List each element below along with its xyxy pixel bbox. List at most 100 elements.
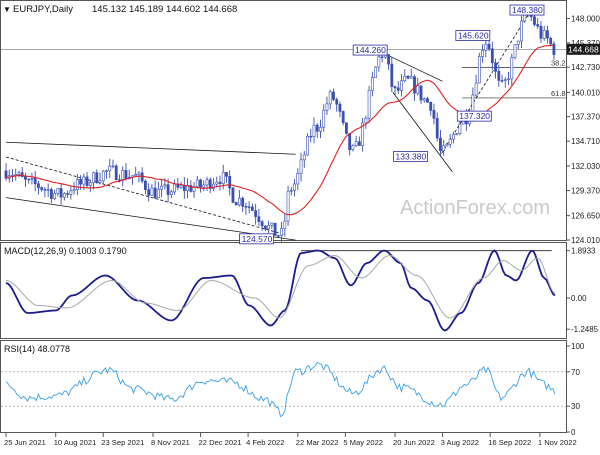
candle-body <box>500 80 504 82</box>
macd-title: MACD(12,26,9) 0.1003 0.1790 <box>4 246 127 256</box>
candle-body <box>364 117 368 124</box>
macd-tick-label: 0.00 <box>571 294 587 303</box>
candle-body <box>442 145 446 151</box>
candle-body <box>225 171 228 177</box>
fib-level-label: 61.8 <box>551 89 566 98</box>
candle-body <box>199 179 202 188</box>
candle-body <box>108 165 112 172</box>
candle-body <box>59 188 63 198</box>
candle-body <box>510 57 514 80</box>
candle-body <box>387 54 390 65</box>
last-price-label: 144.668 <box>568 44 599 54</box>
candle-body <box>212 183 215 189</box>
watermark: ActionForex.com <box>400 197 550 219</box>
collapse-triangle-icon[interactable]: ▼ <box>3 5 11 14</box>
time-tick-label: 10 Aug 2021 <box>54 438 97 447</box>
pivot-label-box <box>509 4 545 16</box>
candle-body <box>312 124 316 137</box>
candle-body <box>160 185 164 190</box>
candlesticks <box>4 5 556 242</box>
channel-upper-line <box>5 141 296 155</box>
candle-body <box>332 91 335 100</box>
pivot-label: 148.380 <box>512 5 543 15</box>
moving-average <box>5 44 554 216</box>
candle-body <box>299 159 303 174</box>
candle-body <box>270 222 274 226</box>
rsi-title: RSI(14) 48.0778 <box>4 344 70 354</box>
candle-body <box>72 189 76 192</box>
candle-body <box>306 135 309 156</box>
candle-body <box>37 183 40 188</box>
pivot-label-box <box>239 233 274 245</box>
candle-body <box>189 185 193 192</box>
rally-dashed-line <box>441 14 529 154</box>
candle-body <box>322 109 326 128</box>
candle-body <box>75 179 79 191</box>
time-tick-label: 22 Mar 2022 <box>296 438 339 447</box>
price-tick-label: 126.650 <box>571 212 600 221</box>
candle-body <box>429 101 433 111</box>
candle-body <box>549 37 553 45</box>
candle-body <box>494 62 497 72</box>
candle-body <box>98 180 102 183</box>
macd-tick-label: 1.8933 <box>571 247 596 256</box>
candle-body <box>95 172 99 183</box>
candle-body <box>114 165 118 181</box>
price-tick-label: 137.370 <box>571 113 600 122</box>
candle-body <box>82 176 86 185</box>
candle-body <box>20 172 24 178</box>
candle-body <box>396 87 400 91</box>
candle-body <box>33 178 37 185</box>
candle-body <box>260 221 264 227</box>
candle-body <box>474 82 478 96</box>
candle-body <box>380 56 384 58</box>
rsi-tick-label: 100 <box>571 342 585 351</box>
candle-body <box>426 98 429 103</box>
candle-body <box>367 89 371 119</box>
candle-body <box>140 172 144 182</box>
price-tick-label: 132.030 <box>571 162 600 171</box>
candle-body <box>85 176 89 186</box>
candle-body <box>328 91 332 105</box>
candle-body <box>234 202 238 206</box>
candle-body <box>27 178 31 181</box>
wedge-upper-line <box>382 52 443 82</box>
price-tick-label: 134.710 <box>571 137 600 146</box>
candle-body <box>481 50 484 57</box>
candle-body <box>147 189 151 196</box>
candle-body <box>92 172 95 183</box>
candle-body <box>134 174 138 176</box>
pivot-label: 133.380 <box>396 152 427 162</box>
rsi-tick-label: 0 <box>571 428 576 437</box>
candle-body <box>409 76 413 79</box>
macd-lines: 1.8933 0.00 -1.2485 <box>5 247 599 334</box>
rsi-tick-label: 30 <box>571 402 580 411</box>
candle-body <box>452 134 455 140</box>
candle-body <box>357 141 361 146</box>
price-tick-label: 140.010 <box>571 88 600 97</box>
rsi-line <box>5 362 556 418</box>
candle-body <box>69 190 73 195</box>
time-tick-label: 22 Dec 2021 <box>199 438 242 447</box>
wedge-lower-line <box>392 92 453 173</box>
candle-body <box>137 172 141 175</box>
candle-body <box>218 181 222 184</box>
pivot-label-box <box>393 151 428 162</box>
candle-body <box>257 216 261 222</box>
candle-body <box>445 143 449 147</box>
candle-body <box>30 178 34 180</box>
signal-line <box>5 254 556 319</box>
candle-body <box>419 85 423 101</box>
macd-line <box>5 249 556 332</box>
price-panel-frame <box>0 0 567 241</box>
candle-body <box>251 206 254 211</box>
candle-body <box>542 30 546 39</box>
candle-body <box>283 220 287 229</box>
candle-body <box>156 188 160 199</box>
candle-body <box>448 138 452 145</box>
last-price-box <box>567 43 600 55</box>
time-tick-label: 16 Sep 2022 <box>488 438 531 447</box>
pivot-label: 124.570 <box>242 234 273 244</box>
candle-body <box>111 165 115 168</box>
